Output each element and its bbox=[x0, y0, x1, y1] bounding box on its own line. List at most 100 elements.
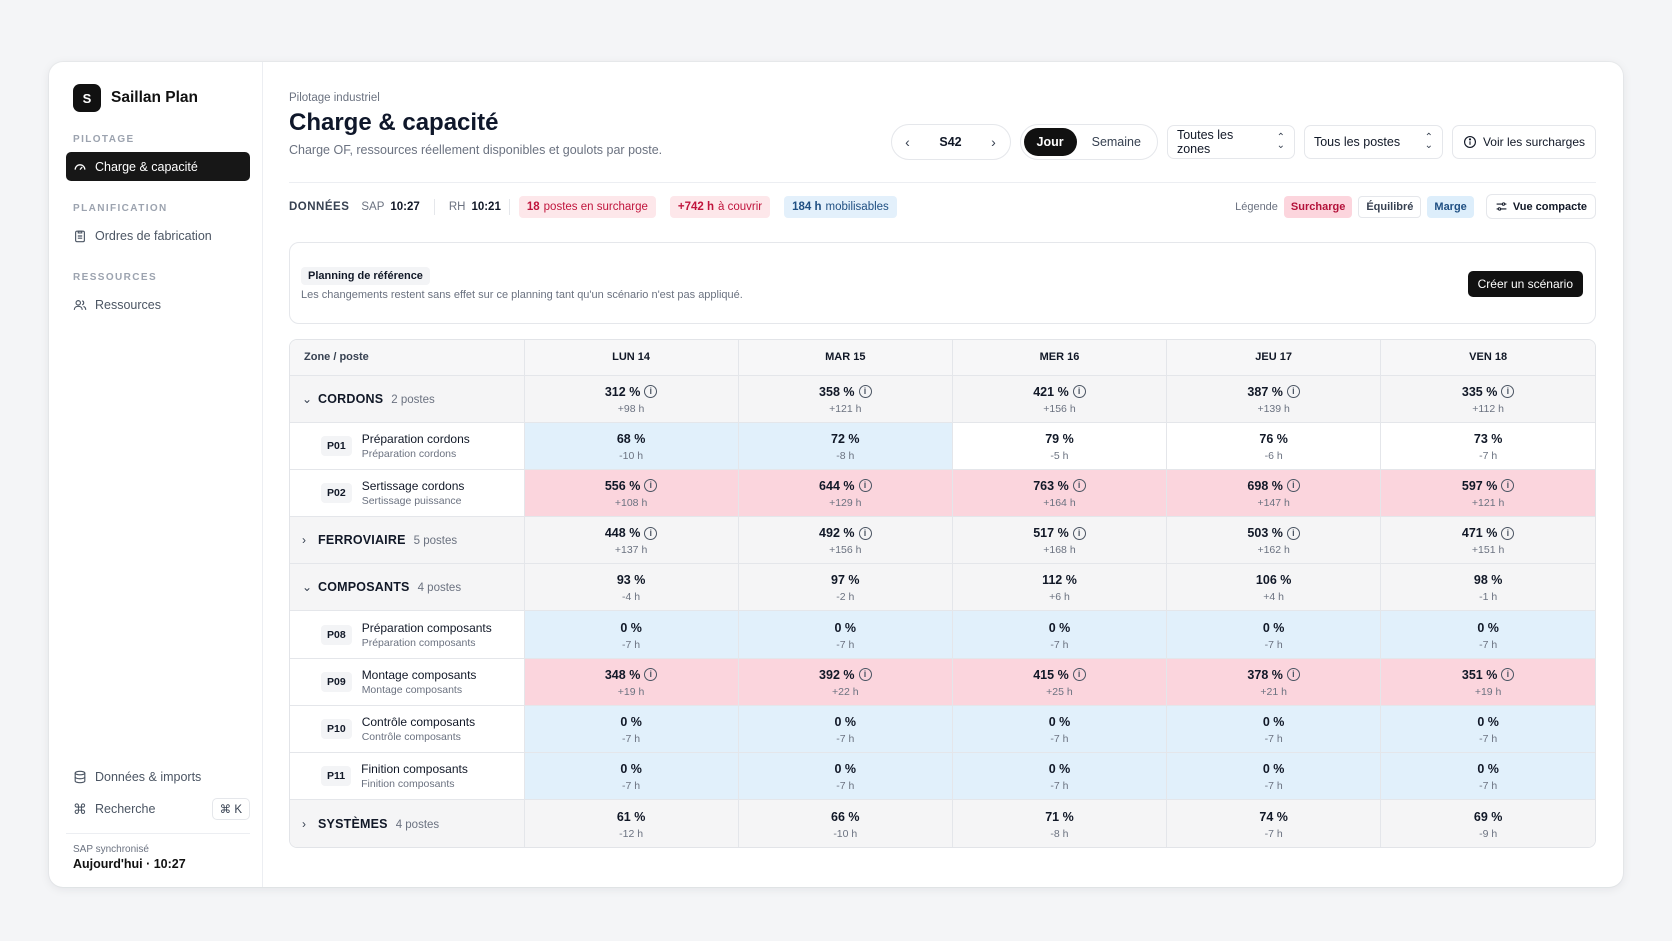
load-cell[interactable]: 72 % -8 h bbox=[738, 422, 953, 470]
load-cell[interactable]: 597 % i +121 h bbox=[1380, 469, 1595, 518]
info-icon[interactable]: i bbox=[1286, 479, 1300, 493]
zones-select[interactable]: Toutes les zones ⌃ ⌄ bbox=[1166, 125, 1295, 159]
mobilizable-hours-chip[interactable]: 184 h mobilisables bbox=[784, 195, 897, 218]
zone-cell[interactable]: ⌄ COMPOSANTS 4 postes bbox=[290, 563, 525, 612]
load-cell[interactable]: 0 % -7 h bbox=[1380, 610, 1595, 659]
info-icon[interactable]: i bbox=[858, 479, 872, 493]
load-cell[interactable]: 0 % -7 h bbox=[1166, 610, 1382, 659]
load-cell[interactable]: 312 % i +98 h bbox=[524, 375, 739, 423]
sidebar-item-donnees[interactable]: Données & imports bbox=[66, 761, 250, 793]
load-cell[interactable]: 61 % -12 h bbox=[524, 799, 739, 847]
load-cell[interactable]: 0 % -7 h bbox=[952, 752, 1168, 801]
load-cell[interactable]: 448 % i +137 h bbox=[524, 516, 739, 565]
hours-to-cover-chip[interactable]: +742 h à couvrir bbox=[669, 195, 771, 218]
sidebar-item-charge-capacite[interactable]: Charge & capacité bbox=[66, 152, 250, 181]
breadcrumb[interactable]: Pilotage industriel bbox=[289, 92, 380, 104]
post-row[interactable]: P09 Montage composants Montage composants 3… bbox=[290, 658, 1595, 706]
load-cell[interactable]: 97 % -2 h bbox=[738, 563, 953, 612]
info-icon[interactable]: i bbox=[1501, 668, 1515, 682]
load-cell[interactable]: 0 % -7 h bbox=[738, 705, 953, 754]
info-icon[interactable]: i bbox=[1072, 668, 1086, 682]
post-row[interactable]: P11 Finition composants Finition composant… bbox=[290, 752, 1595, 801]
zone-group-row[interactable]: › SYSTÈMES 4 postes 61 % -12 h 66 % -10 h 71 % -… bbox=[290, 799, 1595, 847]
load-cell[interactable]: 698 % i +147 h bbox=[1166, 469, 1382, 518]
view-day-option[interactable]: Jour bbox=[1023, 128, 1077, 156]
load-cell[interactable]: 644 % i +129 h bbox=[738, 469, 953, 518]
chevron-right-icon[interactable]: › bbox=[991, 134, 996, 150]
info-icon[interactable]: i bbox=[1501, 385, 1515, 399]
load-cell[interactable]: 471 % i +151 h bbox=[1380, 516, 1595, 565]
info-icon[interactable]: i bbox=[1286, 385, 1300, 399]
load-cell[interactable]: 0 % -7 h bbox=[738, 610, 953, 659]
info-icon[interactable]: i bbox=[1286, 526, 1300, 540]
chevron-left-icon[interactable]: ‹ bbox=[905, 134, 910, 150]
sidebar-item-ordres[interactable]: Ordres de fabrication bbox=[66, 221, 250, 250]
load-cell[interactable]: 348 % i +19 h bbox=[524, 658, 739, 706]
load-cell[interactable]: 378 % i +21 h bbox=[1166, 658, 1382, 706]
post-cell[interactable]: P02 Sertissage cordons Sertissage puissanc… bbox=[290, 469, 525, 518]
load-cell[interactable]: 73 % -7 h bbox=[1380, 422, 1595, 470]
load-cell[interactable]: 0 % -7 h bbox=[524, 752, 739, 801]
info-icon[interactable]: i bbox=[1072, 385, 1086, 399]
post-row[interactable]: P10 Contrôle composants Contrôle composant… bbox=[290, 705, 1595, 754]
load-cell[interactable]: 421 % i +156 h bbox=[952, 375, 1168, 423]
view-overloads-button[interactable]: Voir les surcharges bbox=[1451, 125, 1596, 159]
load-cell[interactable]: 74 % -7 h bbox=[1166, 799, 1382, 847]
load-cell[interactable]: 0 % -7 h bbox=[952, 610, 1168, 659]
load-cell[interactable]: 112 % +6 h bbox=[952, 563, 1168, 612]
info-icon[interactable]: i bbox=[644, 526, 658, 540]
load-cell[interactable]: 763 % i +164 h bbox=[952, 469, 1168, 518]
load-cell[interactable]: 106 % +4 h bbox=[1166, 563, 1382, 612]
load-cell[interactable]: 503 % i +162 h bbox=[1166, 516, 1382, 565]
chevron-right-icon[interactable]: › bbox=[302, 816, 306, 831]
load-cell[interactable]: 0 % -7 h bbox=[524, 610, 739, 659]
load-cell[interactable]: 517 % i +168 h bbox=[952, 516, 1168, 565]
load-cell[interactable]: 98 % -1 h bbox=[1380, 563, 1595, 612]
chevron-down-icon[interactable]: ⌄ bbox=[302, 391, 313, 406]
info-icon[interactable]: i bbox=[644, 668, 658, 682]
load-cell[interactable]: 415 % i +25 h bbox=[952, 658, 1168, 706]
load-cell[interactable]: 0 % -7 h bbox=[1166, 752, 1382, 801]
load-cell[interactable]: 387 % i +139 h bbox=[1166, 375, 1382, 423]
load-cell[interactable]: 0 % -7 h bbox=[524, 705, 739, 754]
zone-cell[interactable]: ⌄ CORDONS 2 postes bbox=[290, 375, 525, 423]
zone-cell[interactable]: › FERROVIAIRE 5 postes bbox=[290, 516, 525, 565]
brand[interactable]: S Saillan Plan bbox=[73, 84, 250, 112]
load-cell[interactable]: 335 % i +112 h bbox=[1380, 375, 1595, 423]
post-cell[interactable]: P09 Montage composants Montage composants bbox=[290, 658, 525, 706]
post-row[interactable]: P08 Préparation composants Préparation com… bbox=[290, 610, 1595, 659]
sidebar-search[interactable]: ⌘ Recherche ⌘ K bbox=[66, 793, 250, 825]
load-cell[interactable]: 71 % -8 h bbox=[952, 799, 1168, 847]
info-icon[interactable]: i bbox=[1501, 526, 1515, 540]
info-icon[interactable]: i bbox=[1286, 668, 1300, 682]
post-cell[interactable]: P01 Préparation cordons Préparation cordon… bbox=[290, 422, 525, 470]
load-cell[interactable]: 76 % -6 h bbox=[1166, 422, 1382, 470]
load-cell[interactable]: 556 % i +108 h bbox=[524, 469, 739, 518]
post-cell[interactable]: P10 Contrôle composants Contrôle composant… bbox=[290, 705, 525, 754]
load-cell[interactable]: 358 % i +121 h bbox=[738, 375, 953, 423]
load-cell[interactable]: 351 % i +19 h bbox=[1380, 658, 1595, 706]
info-icon[interactable]: i bbox=[858, 385, 872, 399]
zone-group-row[interactable]: ⌄ COMPOSANTS 4 postes 93 % -4 h 97 % -2 h 112 %… bbox=[290, 563, 1595, 612]
load-cell[interactable]: 93 % -4 h bbox=[524, 563, 739, 612]
load-cell[interactable]: 0 % -7 h bbox=[1166, 705, 1382, 754]
post-cell[interactable]: P08 Préparation composants Préparation com… bbox=[290, 610, 525, 659]
load-cell[interactable]: 392 % i +22 h bbox=[738, 658, 953, 706]
load-cell[interactable]: 79 % -5 h bbox=[952, 422, 1168, 470]
chevron-right-icon[interactable]: › bbox=[302, 533, 306, 548]
load-cell[interactable]: 492 % i +156 h bbox=[738, 516, 953, 565]
post-cell[interactable]: P11 Finition composants Finition composant… bbox=[290, 752, 525, 801]
load-cell[interactable]: 69 % -9 h bbox=[1380, 799, 1595, 847]
info-icon[interactable]: i bbox=[1501, 479, 1515, 493]
load-cell[interactable]: 0 % -7 h bbox=[952, 705, 1168, 754]
posts-select[interactable]: Tous les postes ⌃ ⌄ bbox=[1303, 125, 1443, 159]
zone-group-row[interactable]: › FERROVIAIRE 5 postes 448 % i +137 h 492 % i +1… bbox=[290, 516, 1595, 565]
load-cell[interactable]: 0 % -7 h bbox=[1380, 752, 1595, 801]
load-cell[interactable]: 0 % -7 h bbox=[1380, 705, 1595, 754]
info-icon[interactable]: i bbox=[644, 479, 658, 493]
view-week-option[interactable]: Semaine bbox=[1091, 135, 1141, 149]
info-icon[interactable]: i bbox=[644, 385, 658, 399]
load-cell[interactable]: 68 % -10 h bbox=[524, 422, 739, 470]
info-icon[interactable]: i bbox=[858, 526, 872, 540]
